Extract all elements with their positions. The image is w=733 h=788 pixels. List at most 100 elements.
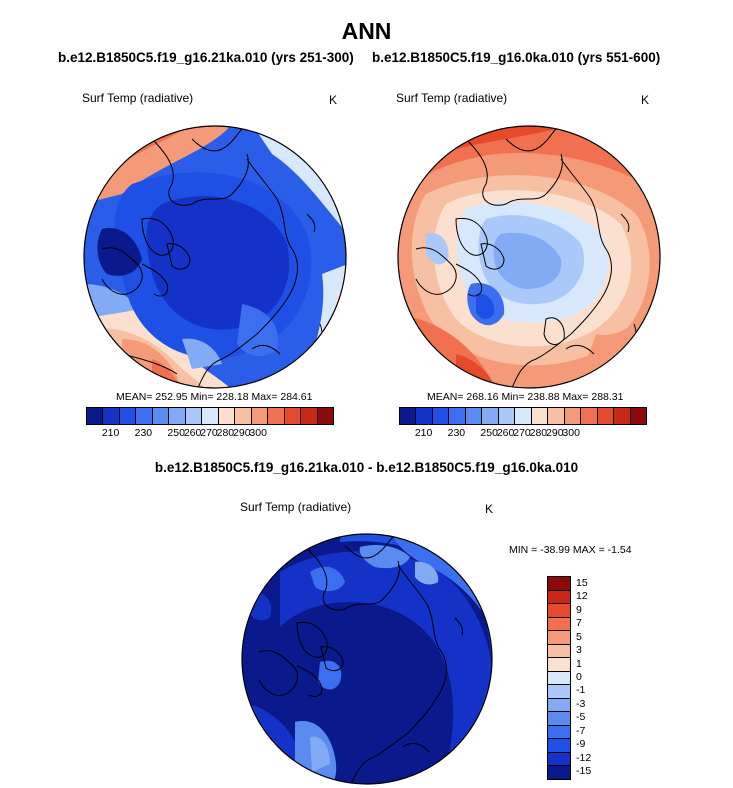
panel1-case-title: b.e12.B1850C5.f19_g16.21ka.010 (yrs 251-… [58, 50, 354, 65]
difference-colorbar-tick-label: -15 [576, 765, 592, 778]
difference-colorbar-swatch [548, 685, 570, 699]
panel1-colorbar-tick-label: 250 [167, 427, 185, 439]
difference-colorbar-tick-label: -3 [576, 697, 586, 710]
difference-colorbar-tick-label: -7 [576, 724, 586, 737]
panel2-colorbar-swatch [416, 408, 433, 424]
panel2-colorbar-swatch [597, 408, 615, 424]
panel2-stats: MEAN= 268.16 Min= 238.88 Max= 288.31 [427, 391, 623, 403]
panel1-colorbar-swatch [185, 408, 203, 424]
panel1-colorbar-swatch [136, 408, 153, 424]
difference-variable-label: Surf Temp (radiative) [240, 500, 352, 514]
panel1-colorbar-tick-label: 280 [216, 427, 235, 439]
panel2-colorbar-swatch [482, 408, 499, 424]
difference-colorbar-swatch [548, 631, 570, 645]
panel2-colorbar-tick-label: 260 [496, 427, 515, 439]
panel2-colorbar-swatch [548, 408, 565, 424]
panel1-colorbar-swatch [103, 408, 120, 424]
panel1-colorbar-swatch [317, 408, 334, 424]
panel1-mean-value: 252.95 [155, 391, 188, 403]
panel1-colorbar-swatch [268, 408, 285, 424]
panel2-colorbar-swatch [498, 408, 516, 424]
difference-colorbar-tick-label: 1 [576, 657, 582, 670]
panel2-colorbar-tick-label: 300 [562, 427, 580, 439]
difference-colorbar-tick-label: -5 [576, 711, 586, 724]
panel2-colorbar-swatch [515, 408, 532, 424]
panel1-colorbar-swatch [218, 408, 236, 424]
panel2-colorbar-swatch [465, 408, 483, 424]
panel2-colorbar-swatch [614, 408, 631, 424]
difference-stats: MIN = -38.99 MAX = -1.54 [509, 544, 632, 556]
panel2-mean-value: 268.16 [466, 391, 499, 403]
difference-polar-map [241, 533, 493, 785]
panel2-min-label: Min= [501, 391, 525, 403]
panel1-mean-label: MEAN= [116, 391, 153, 403]
panel2-case-title: b.e12.B1850C5.f19_g16.0ka.010 (yrs 551-6… [372, 50, 661, 65]
panel1-min-label: Min= [190, 391, 214, 403]
panel2-colorbar-swatch [531, 408, 549, 424]
difference-colorbar-swatch [548, 590, 570, 605]
panel1-colorbar-tick-label: 270 [200, 427, 218, 439]
panel1-colorbar-tick-label: 260 [183, 427, 202, 439]
panel1-max-value: 284.61 [280, 391, 313, 403]
panel2-colorbar-tick-label: 280 [529, 427, 548, 439]
panel2-colorbar-tick-label: 290 [546, 427, 564, 439]
panel1-colorbar-swatch [119, 408, 137, 424]
panel2-colorbar-swatch [581, 408, 598, 424]
difference-colorbar-tick-label: 0 [576, 671, 582, 683]
panel1-colorbar-tick-label: 230 [134, 427, 153, 439]
difference-colorbar-swatch [548, 712, 570, 726]
panel2-colorbar-tick-label: 250 [480, 427, 498, 439]
panel1-colorbar-swatch [251, 408, 269, 424]
difference-colorbar-swatch [548, 698, 570, 713]
difference-colorbar-swatch [548, 766, 570, 779]
difference-colorbar-tick-label: -1 [576, 684, 586, 697]
panel1-colorbar-tick-label: 290 [233, 427, 251, 439]
panel2-colorbar [399, 407, 647, 425]
panel2-colorbar-swatch [400, 408, 417, 424]
panel1-min-value: 228.18 [216, 391, 249, 403]
difference-colorbar-swatch [548, 644, 570, 659]
panel1-colorbar-swatch [87, 408, 104, 424]
panel1-colorbar-swatch [284, 408, 302, 424]
panel1-colorbar-swatch [202, 408, 219, 424]
panel2-mean-label: MEAN= [427, 391, 464, 403]
panel2-colorbar-swatch [630, 408, 647, 424]
difference-colorbar-tick-label: -12 [576, 751, 592, 764]
panel2-polar-map [397, 125, 661, 389]
panel1-units: K [329, 93, 338, 107]
difference-colorbar-tick-label: 12 [576, 590, 588, 603]
panel1-variable-label: Surf Temp (radiative) [82, 91, 194, 105]
difference-colorbar-swatch [548, 617, 570, 632]
difference-colorbar-swatch [548, 604, 570, 618]
panel2-colorbar-tick-label: 210 [414, 427, 433, 439]
panel1-max-label: Max= [251, 391, 278, 403]
difference-colorbar-swatch [548, 658, 570, 672]
difference-colorbar-swatch [548, 577, 570, 591]
difference-colorbar-tick-label: 3 [576, 644, 582, 657]
difference-colorbar-swatch [548, 725, 570, 740]
panel1-stats: MEAN= 252.95 Min= 228.18 Max= 284.61 [116, 391, 312, 403]
panel2-min-value: 238.88 [527, 391, 560, 403]
difference-title: b.e12.B1850C5.f19_g16.21ka.010 - b.e12.B… [154, 460, 579, 475]
panel2-variable-label: Surf Temp (radiative) [396, 91, 508, 105]
difference-colorbar-swatch [548, 671, 570, 686]
difference-colorbar-tick-label: -9 [576, 738, 586, 751]
panel1-colorbar-swatch [169, 408, 186, 424]
panel2-colorbar-tick-label: 230 [447, 427, 466, 439]
difference-colorbar-tick-label: 15 [576, 576, 588, 589]
panel1-colorbar-tick-label: 300 [249, 427, 267, 439]
difference-colorbar-tick-label: 5 [576, 630, 582, 643]
panel1-colorbar-swatch [235, 408, 252, 424]
panel2-max-value: 288.31 [591, 391, 624, 403]
panel2-colorbar-swatch [564, 408, 582, 424]
panel2-units: K [641, 93, 650, 107]
panel2-colorbar-swatch [449, 408, 466, 424]
panel1-polar-map [83, 125, 347, 389]
panel2-colorbar-tick-label: 270 [513, 427, 531, 439]
panel1-colorbar-tick-label: 210 [101, 427, 120, 439]
panel2-colorbar-swatch [432, 408, 450, 424]
panel2-max-label: Max= [562, 391, 589, 403]
difference-colorbar-swatch [548, 752, 570, 767]
difference-units: K [485, 502, 494, 516]
difference-colorbar [547, 576, 571, 780]
